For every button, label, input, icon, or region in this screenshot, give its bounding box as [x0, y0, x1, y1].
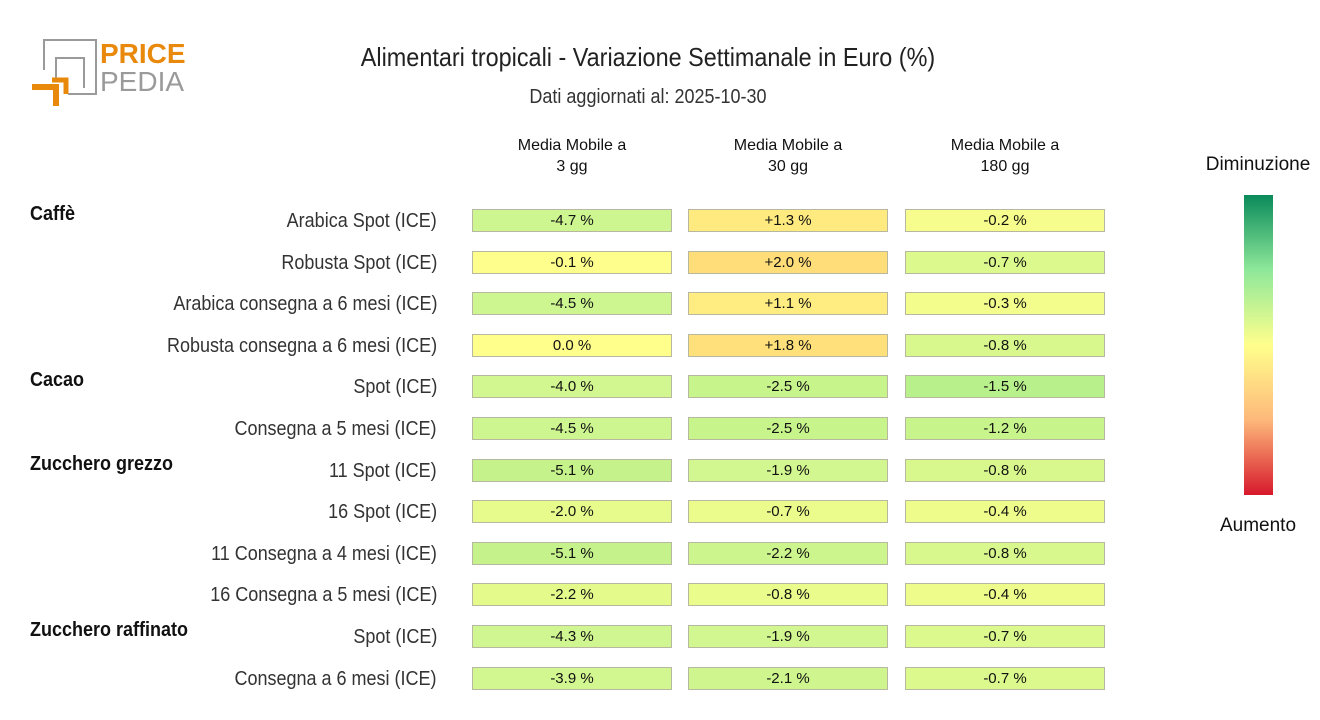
value-cell: +1.8 %	[688, 333, 888, 357]
value-cell: +2.0 %	[688, 250, 888, 274]
row-label: Consegna a 5 mesi (ICE)	[234, 418, 437, 440]
value-cell: -1.2 %	[905, 417, 1105, 440]
value-cell: -0.8 %	[905, 333, 1105, 357]
value-cell: -2.5 %	[688, 417, 888, 440]
row-label: 16 Spot (ICE)	[327, 501, 437, 524]
value-cell: -0.4 %	[905, 500, 1105, 524]
value-cell: -5.1 %	[472, 458, 672, 482]
value-cell: -1.9 %	[688, 625, 888, 648]
value-cell: -0.7 %	[905, 666, 1105, 690]
row-label: Spot (ICE)	[352, 376, 437, 399]
column-header: Media Mobile a 180 gg	[950, 137, 1060, 175]
row-label: 11 Consegna a 4 mesi (ICE)	[211, 542, 437, 565]
value-cell: 0.0 %	[472, 333, 672, 357]
value-cell: +1.1 %	[688, 292, 888, 316]
value-cell: -4.7 %	[472, 209, 672, 232]
value-cell: -4.5 %	[472, 417, 672, 440]
colorbar-top-label: Diminuzione	[1205, 154, 1311, 175]
group-label: Zucchero grezzo	[30, 452, 174, 475]
value-cell: -3.9 %	[472, 666, 672, 690]
chart-title: Alimentari tropicali - Variazione Settim…	[360, 42, 936, 72]
colorbar	[1244, 195, 1273, 495]
value-cell: -0.1 %	[472, 250, 672, 274]
row-label: Spot (ICE)	[352, 626, 437, 648]
value-cell: -4.0 %	[472, 375, 672, 399]
column-header: Media Mobile a 30 gg	[733, 137, 843, 175]
value-cell: -0.7 %	[905, 625, 1105, 648]
row-label: Arabica Spot (ICE)	[286, 210, 437, 232]
value-cell: -1.5 %	[905, 375, 1105, 399]
logo-price-text: PRICE	[100, 38, 186, 69]
row-label: Arabica consegna a 6 mesi (ICE)	[172, 293, 437, 316]
value-cell: -0.7 %	[905, 250, 1105, 274]
pricepedia-logo: PRICE PEDIA	[30, 38, 190, 110]
chart-subtitle: Dati aggiornati al: 2025-10-30	[529, 86, 767, 108]
value-cell: -0.8 %	[905, 541, 1105, 565]
value-cell: -2.0 %	[472, 500, 672, 524]
value-cell: -4.3 %	[472, 625, 672, 648]
value-cell: -4.5 %	[472, 292, 672, 316]
value-cell: -2.5 %	[688, 375, 888, 399]
group-label: Zucchero raffinato	[30, 619, 189, 641]
row-label: Robusta consegna a 6 mesi (ICE)	[166, 334, 437, 357]
value-cell: -1.9 %	[688, 458, 888, 482]
value-cell: -0.8 %	[688, 583, 888, 607]
group-label: Cacao	[30, 369, 85, 392]
value-cell: -0.3 %	[905, 292, 1105, 316]
row-label: 16 Consegna a 5 mesi (ICE)	[209, 584, 437, 607]
value-cell: -0.2 %	[905, 209, 1105, 232]
value-cell: -2.2 %	[472, 583, 672, 607]
value-cell: -0.4 %	[905, 583, 1105, 607]
value-cell: -0.7 %	[688, 500, 888, 524]
value-cell: -2.2 %	[688, 541, 888, 565]
row-label: 11 Spot (ICE)	[329, 459, 437, 482]
value-cell: -5.1 %	[472, 541, 672, 565]
logo-mark-icon	[32, 39, 97, 106]
value-cell: +1.3 %	[688, 209, 888, 232]
logo-pedia-text: PEDIA	[100, 66, 185, 97]
value-cell: -2.1 %	[688, 666, 888, 690]
group-label: Caffè	[30, 203, 76, 225]
row-label: Robusta Spot (ICE)	[280, 251, 437, 274]
column-header: Media Mobile a 3 gg	[517, 137, 627, 175]
colorbar-bottom-label: Aumento	[1219, 515, 1297, 536]
value-cell: -0.8 %	[905, 458, 1105, 482]
row-label: Consegna a 6 mesi (ICE)	[234, 667, 437, 690]
